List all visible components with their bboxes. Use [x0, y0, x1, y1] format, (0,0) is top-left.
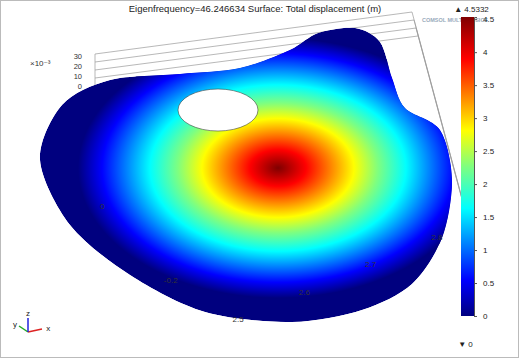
- tick-mark: [474, 85, 477, 86]
- colorbar-max-label: ▲ 4.5332: [454, 5, 489, 14]
- colorbar-tick-label: 1: [483, 246, 488, 255]
- displacement-hotspot: [78, 38, 478, 298]
- z-tick-label: 0: [78, 82, 82, 91]
- colorbar-tick-label: 0.5: [483, 279, 495, 288]
- triad-label: z: [26, 309, 30, 318]
- tick-mark: [474, 52, 477, 53]
- z-tick-label: 20: [74, 62, 82, 71]
- triad-arrow: [27, 318, 29, 332]
- tick-mark: [474, 217, 477, 218]
- tick-mark: [474, 184, 477, 185]
- y-tick-label: 0: [100, 202, 105, 211]
- axis-triad: x yz: [13, 309, 50, 333]
- z-tick-label: 10: [74, 72, 82, 81]
- colorbar-tick: 4: [474, 48, 488, 57]
- colorbar-tick: 2.5: [474, 147, 495, 156]
- tick-mark: [474, 316, 477, 317]
- y-tick-label: -0.2: [164, 276, 178, 285]
- colorbar-tick: 1.5: [474, 213, 495, 222]
- colorbar-tick: 0: [474, 312, 488, 321]
- colorbar-min-label: ▼ 0: [458, 340, 473, 349]
- sound-hole: [178, 89, 258, 131]
- colorbar-tick-label: 0: [483, 312, 488, 321]
- colorbar-tick-label: 2: [483, 180, 488, 189]
- colorbar-tick: 0.5: [474, 279, 495, 288]
- surface: [40, 28, 478, 322]
- colorbar-tick-label: 3.5: [483, 81, 495, 90]
- z-multiplier: ×10⁻³: [30, 59, 51, 68]
- wire-line: [95, 54, 96, 86]
- x-tick-label: 2.7: [365, 260, 377, 269]
- tick-mark: [474, 118, 477, 119]
- triad-arrow: [19, 326, 28, 332]
- z-tick-label: 30: [74, 52, 82, 61]
- colorbar-tick-label: 3: [483, 114, 488, 123]
- colorbar-axis-line: [475, 18, 478, 317]
- frame: [1, 1, 519, 358]
- title: Eigenfrequency=46.246634 Surface: Total …: [129, 3, 382, 14]
- tick-mark: [474, 19, 477, 20]
- colorbar-tick-label: 1.5: [483, 213, 495, 222]
- triad-label: x: [46, 324, 50, 333]
- tick-mark: [474, 250, 477, 251]
- figure: Eigenfrequency=46.246634 Surface: Total …: [0, 0, 519, 358]
- colorbar: [461, 17, 474, 316]
- colorbar-tick: 3.5: [474, 81, 495, 90]
- colorbar-tick-label: 2.5: [483, 147, 495, 156]
- x-tick-label: 2.8: [431, 233, 443, 242]
- colorbar-tick-label: 4.5: [483, 15, 495, 24]
- tick-mark: [474, 283, 477, 284]
- x-tick-label: 2.6: [299, 288, 311, 297]
- colorbar-tick: 1: [474, 246, 488, 255]
- logo: COMSOL MULTIPHYSICS: [422, 17, 488, 23]
- colorbar-tick-label: 4: [483, 48, 488, 57]
- triad-arrow: [28, 329, 42, 332]
- colorbar-tick: 4.5: [474, 15, 495, 24]
- colorbar-tick: 2: [474, 180, 488, 189]
- triad-label: y: [13, 320, 17, 329]
- colorbar-axis: 0 0.5 1 1.5 2 2.5 3 3.5 4 4.5: [474, 15, 495, 321]
- tick-mark: [474, 151, 477, 152]
- x-tick-label: 2.5: [233, 315, 245, 324]
- colorbar-tick: 3: [474, 114, 488, 123]
